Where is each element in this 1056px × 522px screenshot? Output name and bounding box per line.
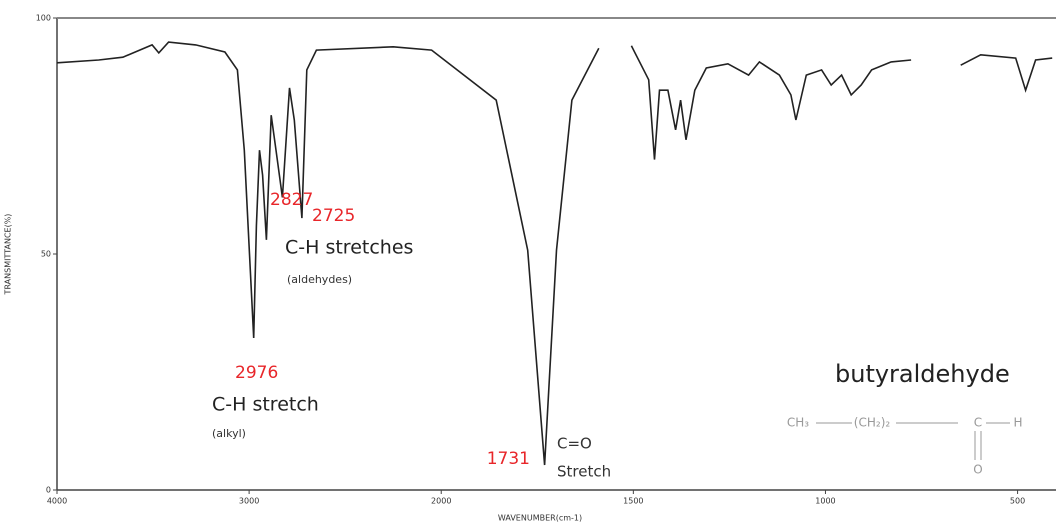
- x-tick-label: 3000: [239, 497, 259, 506]
- y-tick-label: 50: [41, 250, 51, 259]
- spectrum-line: [56, 41, 1053, 466]
- annotation: (aldehydes): [287, 273, 352, 286]
- annotation: C-H stretches: [285, 237, 413, 259]
- y-tick-label: 100: [36, 14, 51, 23]
- formula-oxygen: O: [973, 463, 982, 477]
- annotation: Stretch: [557, 463, 611, 481]
- annotation: (alkyl): [212, 427, 246, 440]
- x-tick-label: 500: [1010, 497, 1025, 506]
- peak-label: 2976: [235, 363, 278, 383]
- annotation: butyraldehyde: [835, 360, 1010, 388]
- peak-label: 1731: [487, 449, 530, 469]
- peak-label: 2827: [270, 190, 313, 210]
- x-tick-label: 1000: [815, 497, 835, 506]
- formula-group: C: [974, 416, 982, 430]
- y-axis-label: TRANSMITTANCE(%): [4, 214, 13, 296]
- formula-group: H: [1013, 416, 1022, 430]
- x-tick-label: 1500: [623, 497, 643, 506]
- peak-label: 2725: [312, 206, 355, 226]
- x-tick-label: 4000: [47, 497, 67, 506]
- x-axis-label: WAVENUMBER(cm-1): [498, 514, 582, 522]
- annotation: C=O: [557, 435, 592, 453]
- formula-group: (CH₂)₂: [854, 416, 891, 430]
- annotation: C-H stretch: [212, 394, 319, 416]
- y-tick-label: 0: [46, 486, 51, 495]
- formula-group: CH₃: [787, 416, 809, 430]
- x-tick-label: 2000: [431, 497, 451, 506]
